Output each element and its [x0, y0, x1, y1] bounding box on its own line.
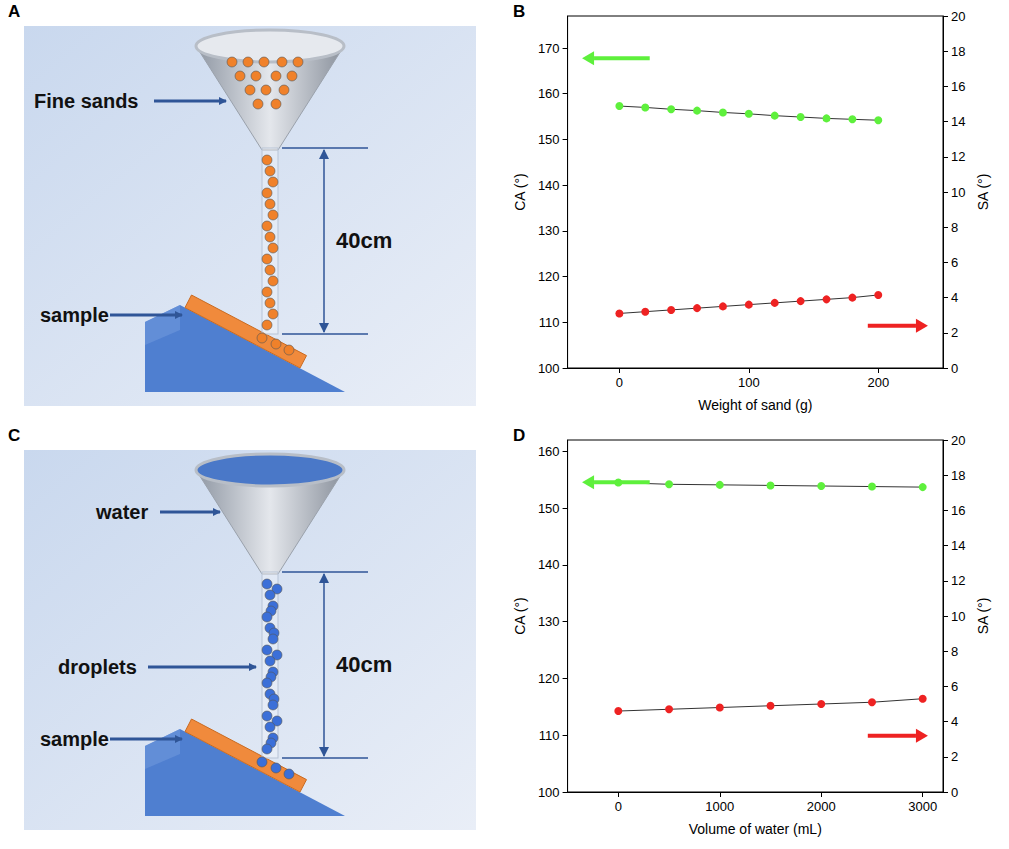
svg-text:water: water [95, 501, 148, 523]
svg-text:16: 16 [951, 503, 965, 518]
svg-text:0: 0 [616, 375, 623, 390]
svg-text:40cm: 40cm [336, 652, 392, 677]
svg-text:20: 20 [951, 433, 965, 448]
svg-text:SA (°): SA (°) [975, 174, 991, 211]
svg-text:2: 2 [951, 749, 958, 764]
svg-text:2: 2 [951, 325, 958, 340]
svg-text:CA (°): CA (°) [512, 597, 528, 635]
svg-text:14: 14 [951, 114, 965, 129]
svg-text:0: 0 [615, 799, 622, 814]
svg-text:8: 8 [951, 220, 958, 235]
svg-text:sample: sample [40, 728, 109, 750]
svg-text:10: 10 [951, 185, 965, 200]
svg-text:10: 10 [951, 609, 965, 624]
svg-text:18: 18 [951, 468, 965, 483]
svg-text:sample: sample [40, 304, 109, 326]
svg-text:4: 4 [951, 290, 958, 305]
svg-text:Fine sands: Fine sands [34, 90, 138, 112]
svg-text:120: 120 [538, 671, 560, 686]
svg-text:12: 12 [951, 573, 965, 588]
svg-text:140: 140 [538, 178, 560, 193]
svg-text:100: 100 [738, 375, 760, 390]
svg-text:SA (°): SA (°) [975, 598, 991, 635]
html-text:D: D [513, 426, 526, 445]
svg-text:150: 150 [538, 501, 560, 516]
svg-text:150: 150 [538, 132, 560, 147]
svg-text:2000: 2000 [807, 799, 836, 814]
svg-text:1000: 1000 [705, 799, 734, 814]
svg-text:0: 0 [951, 785, 958, 800]
svg-text:170: 170 [538, 41, 560, 56]
svg-text:8: 8 [951, 644, 958, 659]
svg-text:4: 4 [951, 714, 958, 729]
svg-text:130: 130 [538, 614, 560, 629]
svg-text:12: 12 [951, 149, 965, 164]
html-text:A: A [8, 2, 21, 21]
svg-text:0: 0 [951, 361, 958, 376]
svg-text:3000: 3000 [908, 799, 937, 814]
svg-text:Volume of water (mL): Volume of water (mL) [689, 821, 822, 837]
svg-text:16: 16 [951, 79, 965, 94]
svg-text:6: 6 [951, 679, 958, 694]
svg-text:Weight of sand (g): Weight of sand (g) [698, 397, 812, 413]
svg-text:CA (°): CA (°) [512, 173, 528, 211]
svg-text:100: 100 [538, 361, 560, 376]
svg-text:100: 100 [538, 785, 560, 800]
svg-text:droplets: droplets [58, 656, 137, 678]
svg-text:18: 18 [951, 44, 965, 59]
svg-text:160: 160 [538, 444, 560, 459]
html-text:B: B [513, 2, 526, 21]
svg-text:20: 20 [951, 9, 965, 24]
svg-text:140: 140 [538, 557, 560, 572]
svg-text:160: 160 [538, 86, 560, 101]
svg-text:6: 6 [951, 255, 958, 270]
svg-text:40cm: 40cm [336, 228, 392, 253]
svg-text:110: 110 [539, 315, 560, 330]
svg-text:130: 130 [538, 223, 560, 238]
html-text:C: C [8, 426, 21, 445]
svg-text:200: 200 [867, 375, 889, 390]
svg-text:14: 14 [951, 538, 965, 553]
svg-text:110: 110 [539, 728, 560, 743]
svg-text:120: 120 [538, 269, 560, 284]
